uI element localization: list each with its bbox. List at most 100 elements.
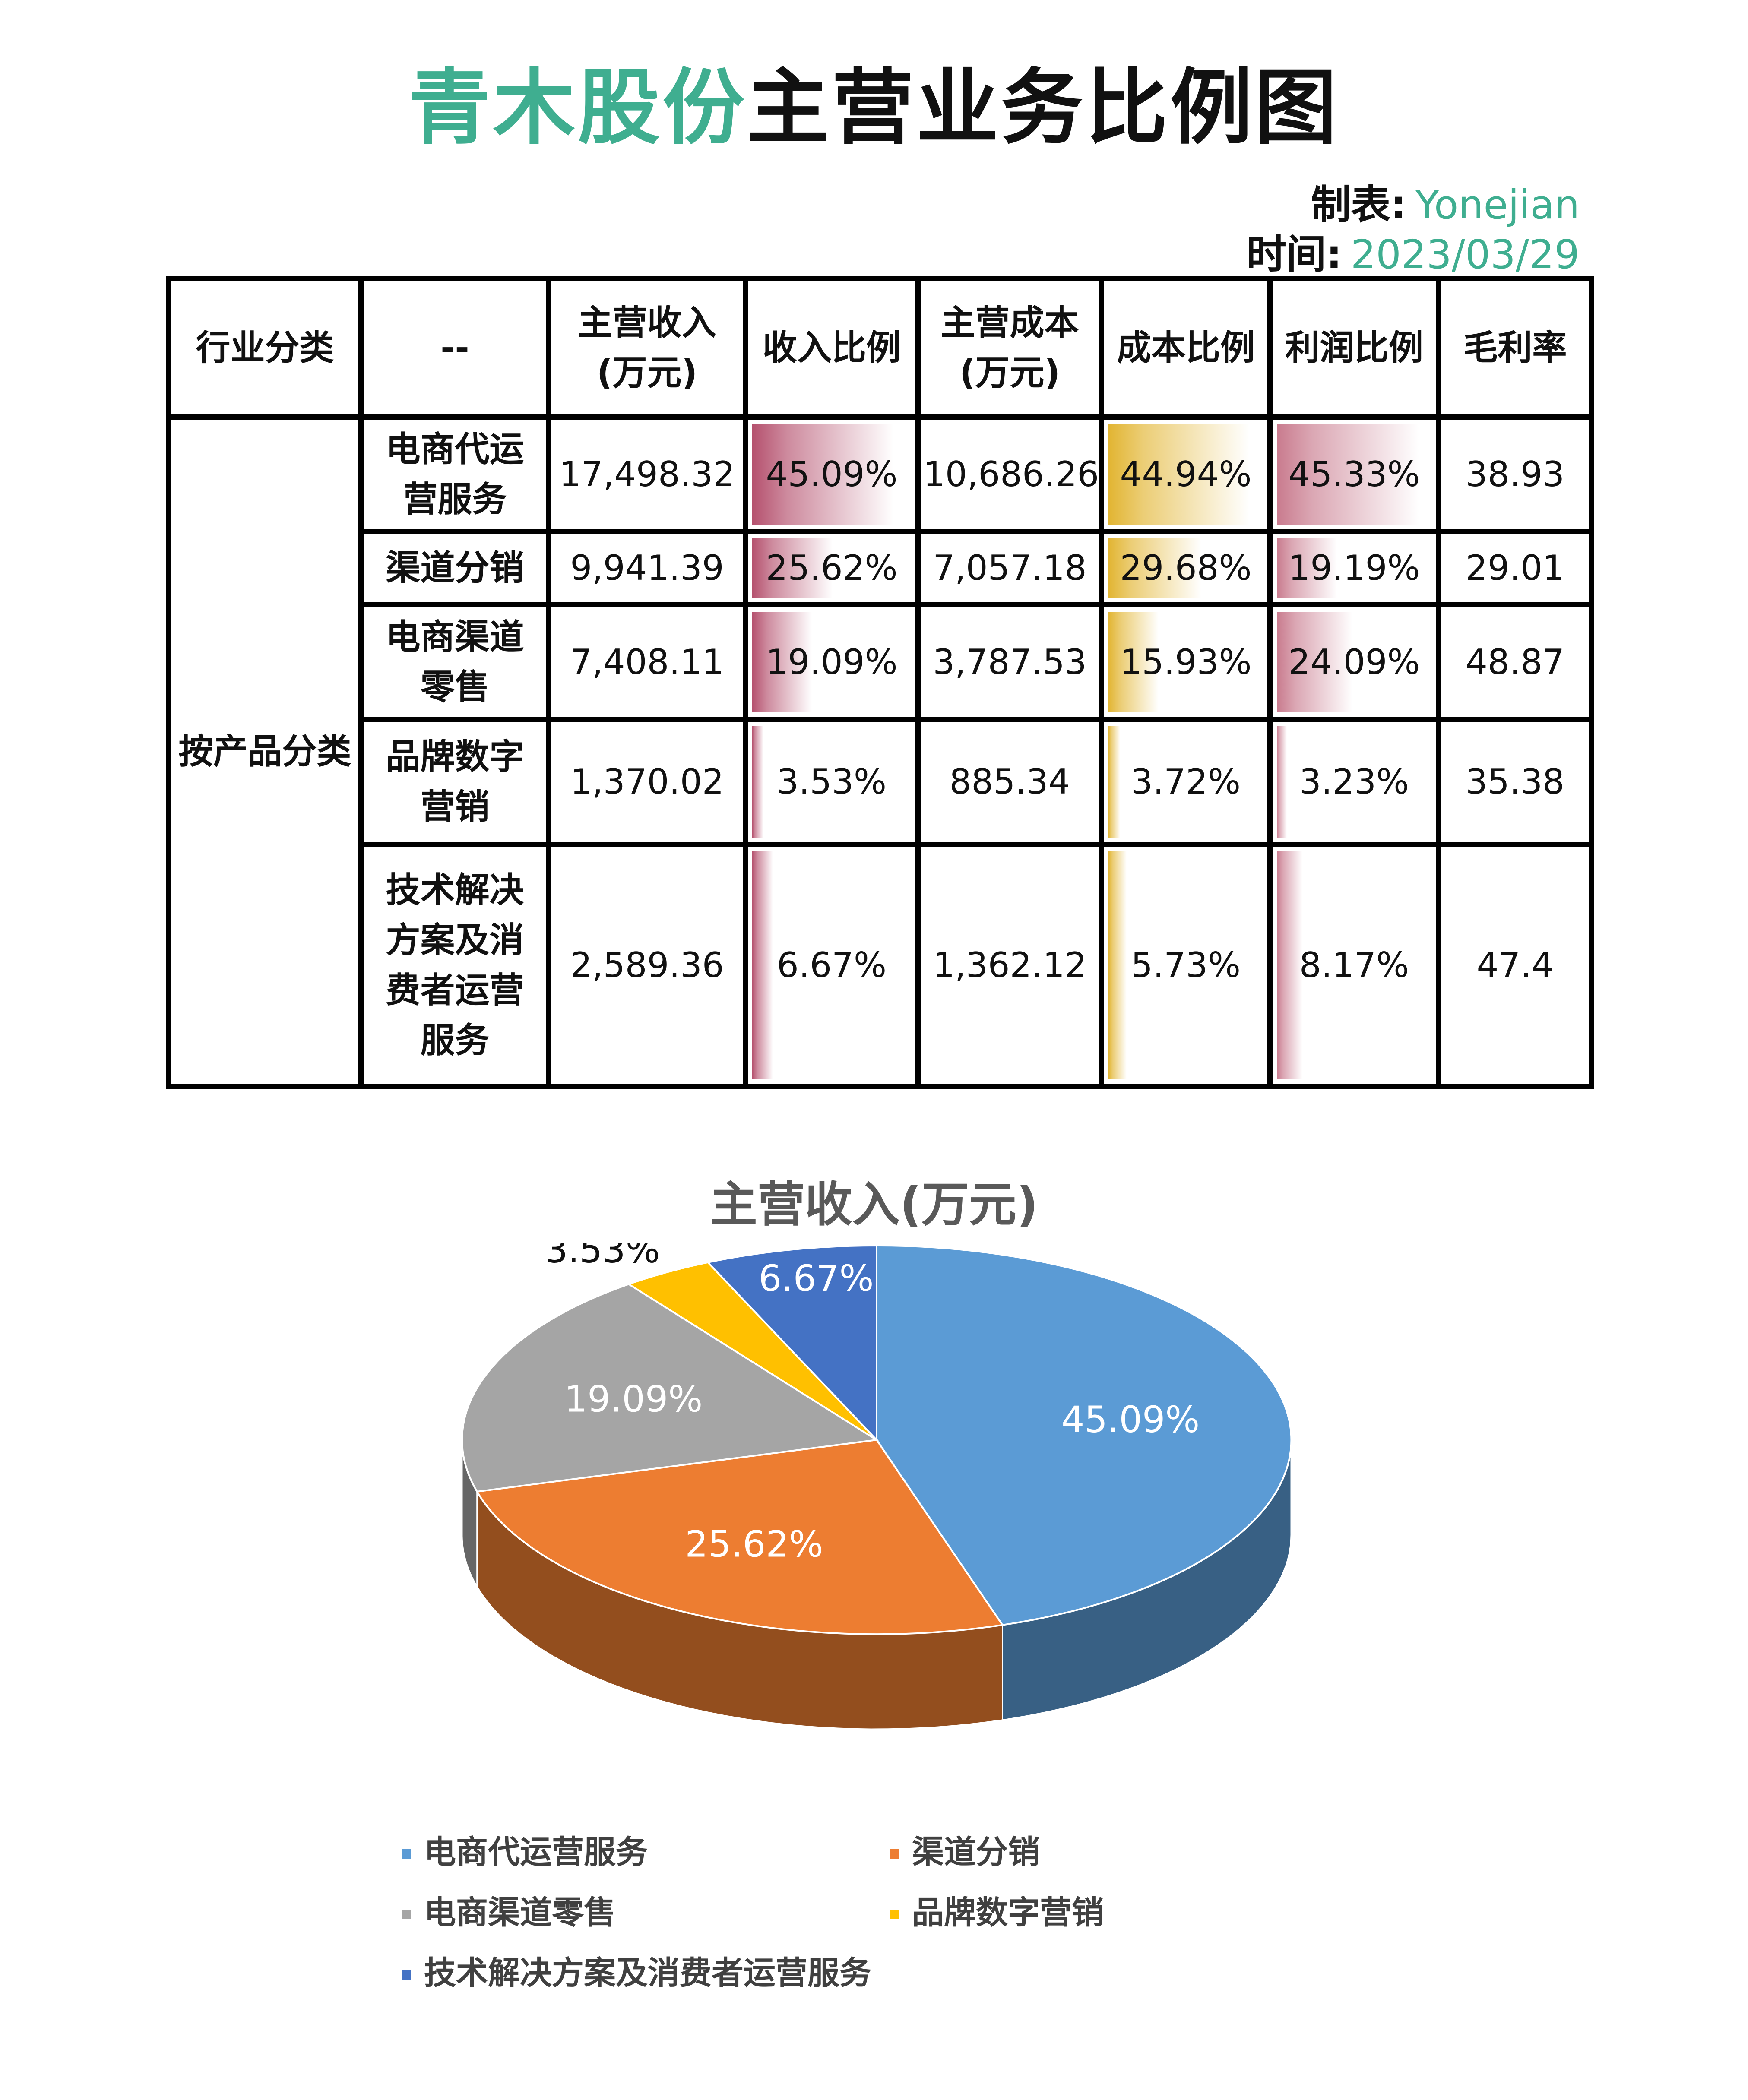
- pie-chart: 45.09% 25.62% 19.09% 3.53% 6.67%: [461, 1243, 1292, 1730]
- percent-value: 15.93%: [1120, 642, 1252, 682]
- percent-value: 19.09%: [766, 642, 898, 682]
- percent-value: 44.94%: [1120, 454, 1252, 494]
- category-name: 电商代运营服务: [358, 414, 551, 534]
- table-header-cell: 毛利率: [1436, 276, 1594, 420]
- cost-pct-cell: 44.94%: [1099, 414, 1273, 534]
- data-bar: [1108, 424, 1249, 525]
- page-title: 青木股份主营业务比例图: [0, 41, 1748, 160]
- pie-slice: [627, 1261, 877, 1441]
- percent-value: 5.73%: [1130, 945, 1241, 985]
- maker-line: 制表: Yonejian: [1311, 173, 1580, 230]
- business-table: 行业分类 -- 主营收入(万元) 收入比例 主营成本(万元) 成本比例 利润比例 毛利率 按产品…: [166, 276, 1594, 1089]
- table-header-row: 行业分类 -- 主营收入(万元) 收入比例 主营成本(万元) 成本比例 利润比例 毛利率: [166, 276, 1594, 420]
- percent-value: 45.09%: [766, 454, 898, 494]
- pie-data-label: 6.67%: [759, 1257, 874, 1300]
- pie-slice: [706, 1244, 877, 1442]
- cost-value: 1,362.12: [915, 842, 1104, 1089]
- margin-value: 38.93: [1436, 414, 1594, 534]
- table-header-cell: 收入比例: [743, 276, 921, 420]
- maker-value: Yonejian: [1415, 182, 1580, 228]
- category-name: 电商渠道零售: [358, 602, 551, 722]
- cost-pct-cell: 29.68%: [1099, 529, 1273, 607]
- data-bar: [1277, 424, 1419, 525]
- percent-value: 3.53%: [776, 762, 887, 802]
- margin-value: 47.4: [1436, 842, 1594, 1089]
- data-bar: [1277, 726, 1287, 838]
- percent-value: 29.68%: [1120, 548, 1252, 588]
- legend-item: 技术解决方案及消费者运营服务: [402, 1947, 871, 1993]
- pie-data-label: 45.09%: [1061, 1398, 1200, 1441]
- pie-data-label: 3.53%: [545, 1243, 660, 1271]
- category-name: 品牌数字营销: [358, 717, 551, 847]
- category-name: 技术解决方案及消费者运营服务: [358, 842, 551, 1089]
- time-value: 2023/03/29: [1350, 231, 1580, 278]
- cost-value: 7,057.18: [915, 529, 1104, 607]
- cost-pct-cell: 5.73%: [1099, 842, 1273, 1089]
- pie-slice: [461, 1283, 879, 1493]
- rev-pct-cell: 25.62%: [743, 529, 921, 607]
- data-bar: [1108, 851, 1127, 1079]
- legend-label: 品牌数字营销: [912, 1894, 1104, 1931]
- legend-swatch: [402, 1849, 411, 1859]
- legend-item: 品牌数字营销: [890, 1887, 1104, 1933]
- percent-value: 25.62%: [766, 548, 898, 588]
- data-bar: [1277, 612, 1352, 712]
- profit-pct-cell: 45.33%: [1267, 414, 1441, 534]
- time-label: 时间:: [1246, 231, 1342, 278]
- margin-value: 48.87: [1436, 602, 1594, 722]
- rev-pct-cell: 45.09%: [743, 414, 921, 534]
- data-bar: [1108, 538, 1202, 598]
- legend-swatch: [402, 1910, 411, 1920]
- legend-item: 渠道分销: [890, 1826, 1040, 1872]
- legend-swatch: [890, 1849, 899, 1859]
- legend-item: 电商代运营服务: [402, 1826, 648, 1872]
- pie-data-label: 25.62%: [685, 1523, 823, 1565]
- group-label: 按产品分类: [166, 414, 364, 1089]
- percent-value: 3.72%: [1130, 762, 1241, 802]
- data-bar: [1108, 726, 1120, 838]
- data-bar: [1277, 538, 1337, 598]
- pie-slice: [475, 1439, 1004, 1635]
- data-bar: [752, 424, 894, 525]
- rev-pct-cell: 19.09%: [743, 602, 921, 722]
- data-bar: [752, 538, 833, 598]
- profit-pct-cell: 8.17%: [1267, 842, 1441, 1089]
- table-row: 按产品分类 电商代运营服务 17,498.32 45.09% 10,686.26 44.9…: [166, 414, 1594, 1089]
- pie-slice: [876, 1244, 1292, 1626]
- rev-pct-cell: 6.67%: [743, 842, 921, 1089]
- margin-value: 35.38: [1436, 717, 1594, 847]
- percent-value: 45.33%: [1288, 454, 1420, 494]
- revenue-value: 1,370.02: [546, 717, 748, 847]
- profit-pct-cell: 24.09%: [1267, 602, 1441, 722]
- revenue-value: 17,498.32: [546, 414, 748, 534]
- cost-value: 10,686.26: [915, 414, 1104, 534]
- pie-chart-title: 主营收入(万元): [709, 1177, 1039, 1232]
- table-row: 技术解决方案及消费者运营服务 2,589.36 6.67% 1,362.12 5.73%…: [169, 842, 1594, 1089]
- table-row: 渠道分销 9,941.39 25.62% 7,057.18 29.68% 19.19% 29…: [169, 529, 1594, 607]
- table-header-cell: 主营收入(万元): [546, 276, 748, 420]
- revenue-value: 7,408.11: [546, 602, 748, 722]
- table-header-cell: --: [358, 276, 551, 420]
- table-header-cell: 行业分类: [166, 276, 364, 420]
- table-header-cell: 成本比例: [1099, 276, 1273, 420]
- percent-value: 8.17%: [1299, 945, 1409, 985]
- rev-pct-cell: 3.53%: [743, 717, 921, 847]
- cost-value: 3,787.53: [915, 602, 1104, 722]
- data-bar: [1108, 612, 1159, 712]
- title-company: 青木股份: [408, 60, 747, 155]
- legend-swatch: [402, 1970, 411, 1980]
- data-bar: [752, 612, 812, 712]
- profit-pct-cell: 19.19%: [1267, 529, 1441, 607]
- percent-value: 19.19%: [1288, 548, 1420, 588]
- legend-label: 渠道分销: [912, 1834, 1040, 1871]
- legend-swatch: [890, 1910, 899, 1920]
- data-bar: [752, 726, 763, 838]
- revenue-value: 2,589.36: [546, 842, 748, 1089]
- percent-value: 3.23%: [1299, 762, 1409, 802]
- profit-pct-cell: 3.23%: [1267, 717, 1441, 847]
- time-line: 时间: 2023/03/29: [1247, 222, 1580, 280]
- legend-item: 电商渠道零售: [402, 1887, 616, 1933]
- title-text: 主营业务比例图: [747, 60, 1340, 155]
- category-name: 渠道分销: [358, 529, 551, 607]
- table-header-cell: 利润比例: [1267, 276, 1441, 420]
